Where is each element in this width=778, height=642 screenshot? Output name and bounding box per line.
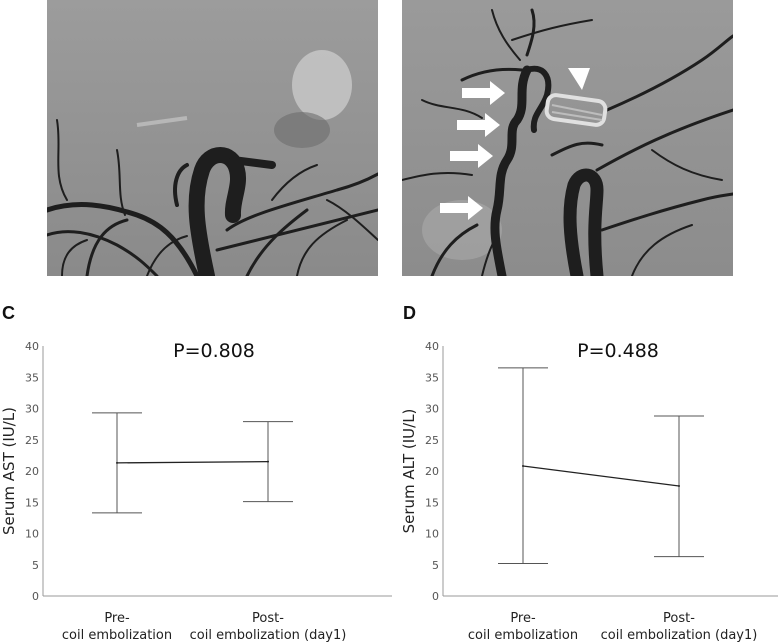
chart-serum-alt: 0 5 10 15 20 25 30 35 40 Serum ALT (IU/L) P=0.488 P… xyxy=(400,340,778,642)
y-tick-label: 25 xyxy=(25,434,39,447)
y-tick-label: 0 xyxy=(432,590,439,603)
y-tick-label: 20 xyxy=(425,465,439,478)
chart-serum-ast: 0 5 10 15 20 25 30 35 40 Serum AST (IU/L) P=0.808 P… xyxy=(0,340,392,642)
y-tick-label: 10 xyxy=(425,528,439,541)
data-point xyxy=(267,460,269,463)
data-point xyxy=(116,461,118,464)
right-arrow-icon xyxy=(457,113,500,137)
y-tick-label: 15 xyxy=(25,496,39,509)
y-tick-label: 10 xyxy=(25,528,39,541)
coil-icon xyxy=(544,93,608,127)
x-tick-label: Post-coil embolization (day1) xyxy=(190,611,347,642)
right-arrow-icon xyxy=(450,144,493,168)
x-tick-label-line: coil embolization xyxy=(468,628,578,642)
y-tick-label: 0 xyxy=(32,590,39,603)
right-arrow-icon xyxy=(462,81,505,105)
y-tick-label: 40 xyxy=(25,340,39,353)
y-tick-label: 5 xyxy=(432,559,439,572)
y-tick-label: 20 xyxy=(25,465,39,478)
y-axis-label: Serum ALT (IU/L) xyxy=(400,409,418,534)
right-arrow-icon xyxy=(440,196,483,220)
y-tick-label: 35 xyxy=(25,371,39,384)
series-line xyxy=(116,460,269,464)
x-tick-label-line: Post- xyxy=(252,611,284,626)
x-tick-label-line: Pre- xyxy=(104,611,130,626)
x-tick-label-line: coil embolization (day1) xyxy=(190,628,347,642)
y-tick-label: 15 xyxy=(425,496,439,509)
x-tick-label: Post-coil embolization (day1) xyxy=(601,611,758,642)
angiogram-image-b xyxy=(402,0,733,276)
data-point xyxy=(522,465,524,467)
data-point xyxy=(678,485,680,487)
y-tick-label: 40 xyxy=(425,340,439,353)
y-tick-label: 25 xyxy=(425,434,439,447)
angiogram-image-a xyxy=(47,0,378,276)
x-tick-label: Pre-coil embolization xyxy=(62,611,172,642)
y-tick-label: 5 xyxy=(32,559,39,572)
chart-title: P=0.808 xyxy=(173,340,255,362)
y-axis-label: Serum AST (IU/L) xyxy=(0,407,18,535)
y-tick-label: 30 xyxy=(425,403,439,416)
down-arrowhead-icon xyxy=(568,68,590,90)
y-tick-label: 30 xyxy=(25,403,39,416)
series-line xyxy=(522,465,680,487)
x-tick-label-line: coil embolization xyxy=(62,628,172,642)
panel-label-d: D xyxy=(403,303,416,323)
x-tick-label: Pre-coil embolization xyxy=(468,611,578,642)
x-tick-label-line: coil embolization (day1) xyxy=(601,628,758,642)
x-tick-label-line: Post- xyxy=(663,611,695,626)
y-tick-label: 35 xyxy=(425,371,439,384)
x-tick-label-line: Pre- xyxy=(510,611,536,626)
chart-title: P=0.488 xyxy=(577,340,659,362)
panel-label-c: C xyxy=(2,303,15,323)
